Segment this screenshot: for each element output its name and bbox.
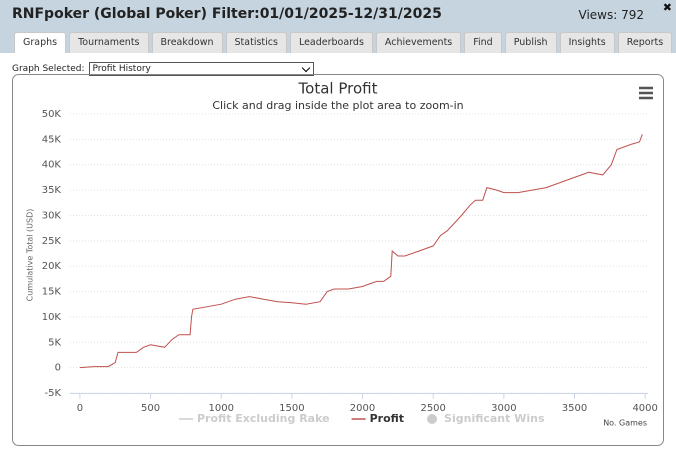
selector-label: Graph Selected:: [12, 64, 85, 74]
y-tick-label: 10K: [42, 312, 62, 323]
chart-subtitle: Click and drag inside the plot area to z…: [212, 99, 463, 112]
y-tick-label: 0: [55, 363, 61, 374]
close-button[interactable]: ✖: [662, 1, 672, 14]
views-count: Views: 792: [578, 8, 645, 22]
graph-select[interactable]: Profit History: [88, 62, 314, 76]
tab[interactable]: Achievements: [375, 32, 462, 53]
x-tick-label: 500: [141, 403, 160, 414]
profit-line: [79, 134, 643, 369]
tab[interactable]: Leaderboards: [289, 32, 373, 53]
legend-item[interactable]: Significant Wins: [427, 412, 545, 425]
y-tick-label: -5K: [44, 388, 61, 399]
header-title: RNFpoker (Global Poker) Filter:01/01/202…: [12, 6, 442, 22]
x-tick-label: 0: [77, 403, 83, 414]
y-tick-label: 15K: [42, 287, 62, 298]
x-tick-label: 2000: [350, 403, 375, 414]
legend-item[interactable]: Profit Excluding Rake: [179, 412, 330, 425]
tab[interactable]: Publish: [504, 32, 557, 53]
legend-label: Significant Wins: [444, 412, 545, 425]
tab[interactable]: Insights: [559, 32, 615, 53]
tab[interactable]: Breakdown: [151, 32, 223, 53]
y-tick-label: 50K: [42, 109, 62, 120]
x-tick-label: 1000: [208, 403, 233, 414]
graph-selector: Graph Selected: Profit History: [12, 62, 314, 76]
y-tick-label: 40K: [42, 160, 62, 171]
chart-frame: [12, 74, 664, 446]
y-tick-label: 25K: [42, 236, 62, 247]
tab-bar: Graphs Tournaments Breakdown Statistics Lead…: [14, 32, 673, 53]
y-axis-title: Cumulative Total (USD): [26, 209, 35, 302]
x-tick-label: 4000: [632, 403, 657, 414]
y-tick-label: 35K: [42, 185, 62, 196]
header: RNFpoker (Global Poker) Filter:01/01/202…: [0, 0, 676, 53]
tab[interactable]: Find: [464, 32, 502, 53]
chart-title: Total Profit: [298, 80, 378, 98]
tab[interactable]: Statistics: [225, 32, 287, 53]
x-tick-label: 3500: [562, 403, 587, 414]
legend-symbol: [427, 414, 438, 424]
tab[interactable]: Tournaments: [69, 32, 149, 53]
legend-label: Profit Excluding Rake: [197, 412, 330, 425]
y-tick-label: 5K: [48, 337, 61, 348]
x-axis-title: No. Games: [603, 419, 647, 428]
legend: Profit Excluding Rake Profit Significant W…: [179, 412, 545, 425]
legend-label: Profit: [370, 412, 404, 425]
x-tick-label: 2500: [420, 403, 445, 414]
x-tick-label: 3000: [491, 403, 516, 414]
y-tick-label: 30K: [42, 210, 62, 221]
tab[interactable]: Graphs: [14, 32, 67, 53]
y-tick-label: 20K: [42, 261, 62, 272]
tab[interactable]: Reports: [617, 32, 673, 53]
y-tick-label: 45K: [42, 134, 62, 145]
x-tick-label: 1500: [279, 403, 304, 414]
menu-icon[interactable]: [639, 86, 653, 100]
legend-item[interactable]: Profit: [351, 412, 404, 425]
